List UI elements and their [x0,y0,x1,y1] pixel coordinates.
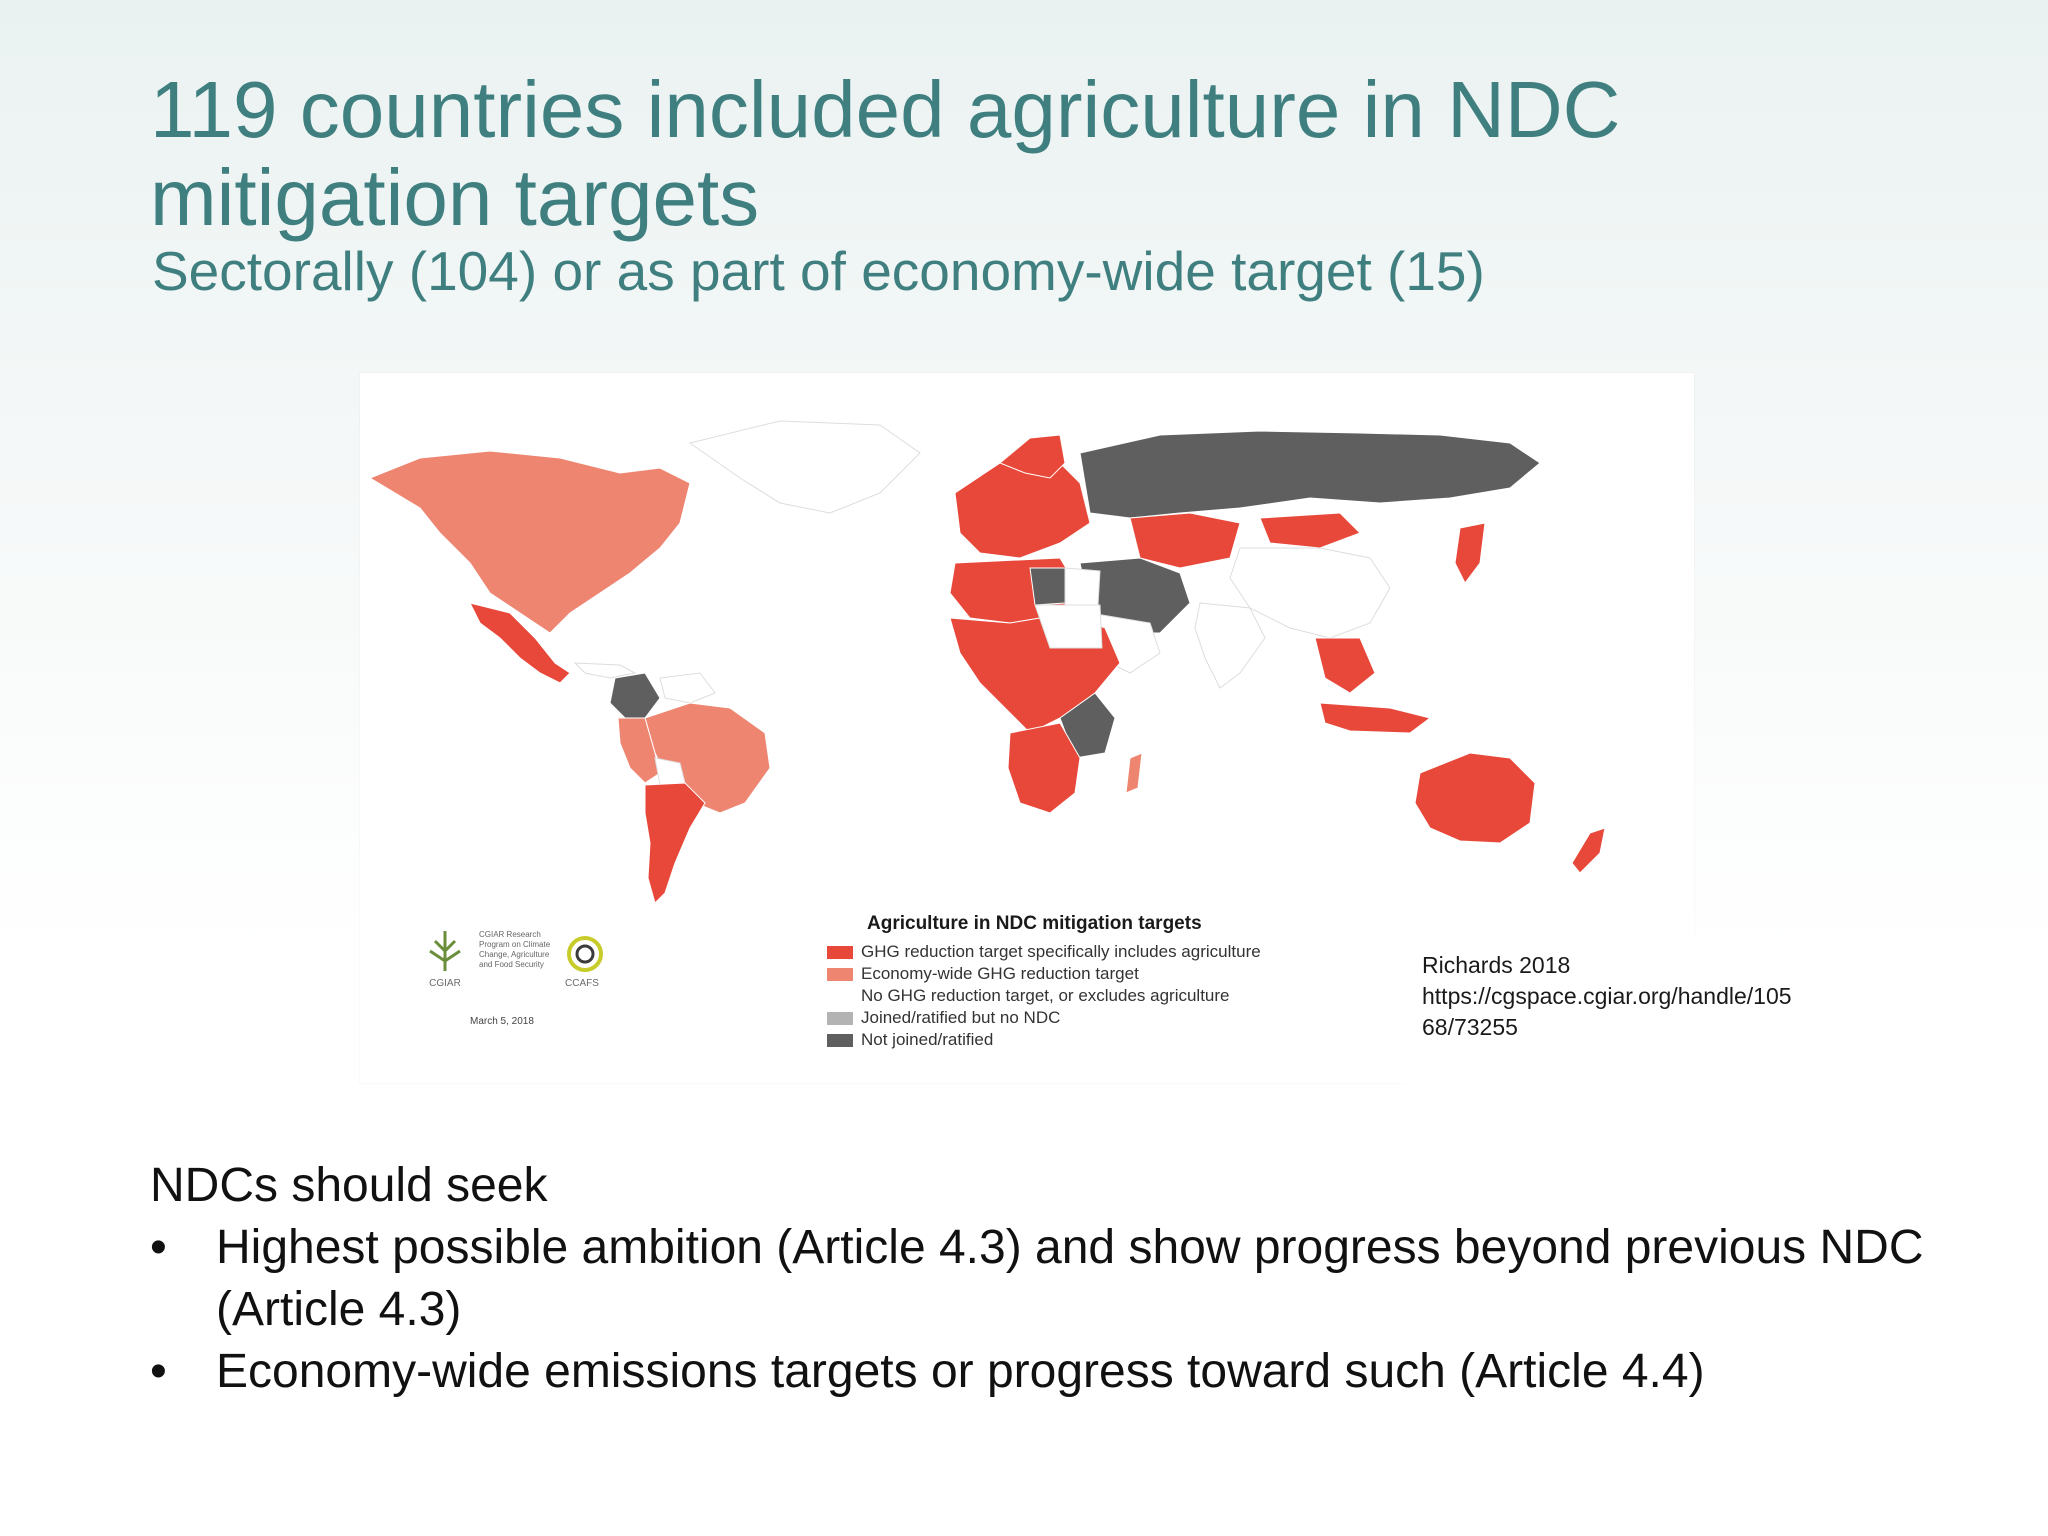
bullet-item: • Economy-wide emissions targets or prog… [150,1341,1950,1403]
world-map [368,420,1606,904]
legend-swatch [827,945,853,959]
body-text: NDCs should seek • Highest possible ambi… [150,1155,1950,1403]
map-region-kazakhstan [1129,512,1241,569]
map-region-egypt [1064,567,1101,606]
legend-title: Agriculture in NDC mitigation targets [867,913,1202,934]
map-region-southeast-asia [1314,637,1376,694]
map-region-madagascar [1125,752,1143,794]
ccafs-logo-icon [567,936,603,972]
map-region-venezuela [659,672,716,704]
citation-link-cont[interactable]: 68/73255 [1422,1014,1518,1040]
citation-link[interactable]: https://cgspace.cgiar.org/handle/105 [1422,983,1792,1009]
map-region-mexico [469,602,571,684]
map-region-new-zealand [1571,827,1606,874]
bullet-symbol: • [150,1345,167,1398]
bullet-text: Economy-wide emissions targets or progre… [216,1345,1705,1398]
legend-label: Joined/ratified but no NDC [861,1008,1061,1027]
legend-item: GHG reduction target specifically includ… [827,941,1347,963]
bullet-symbol: • [150,1221,167,1274]
ccafs-program-name: CGIAR Research Program on Climate Change… [479,930,551,969]
cgiar-label: CGIAR [429,978,461,989]
map-region-indonesia [1319,702,1432,734]
bullet-list: • Highest possible ambition (Article 4.3… [150,1217,1950,1403]
legend-item: No GHG reduction target, or excludes agr… [827,985,1347,1007]
legend-label: Not joined/ratified [861,1030,994,1049]
bullet-text: Highest possible ambition (Article 4.3) … [216,1221,1924,1336]
map-region-colombia [609,672,661,719]
map-region-argentina [644,782,706,904]
lead-text: NDCs should seek [150,1159,548,1212]
map-region-caribbean [573,662,637,679]
map-region-russia [1079,430,1541,519]
map-region-australia [1414,752,1536,844]
map-date: March 5, 2018 [470,1016,534,1027]
legend-label: Economy-wide GHG reduction target [861,964,1139,983]
ndc-map-figure: CGIAR CGIAR Research Program on Climate … [360,373,1694,1083]
ccafs-label: CCAFS [565,978,599,989]
citation-box: Richards 2018 https://cgspace.cgiar.org/… [1406,938,1876,1118]
map-region-japan [1454,522,1486,584]
legend-swatch [827,967,853,981]
cgiar-logo-icon [429,931,461,971]
map-legend: Agriculture in NDC mitigation targets GH… [827,913,1347,1051]
citation-author: Richards 2018 [1422,952,1571,978]
map-region-greenland [688,420,921,514]
legend-swatch [827,1011,853,1025]
logo-block: CGIAR CGIAR Research Program on Climate … [415,926,635,1036]
map-region-china [1229,547,1391,639]
map-region-sudan [1034,604,1103,649]
legend-label: No GHG reduction target, or excludes agr… [861,986,1230,1005]
legend-item: Joined/ratified but no NDC [827,1007,1347,1029]
legend-swatch [827,989,853,1003]
slide-subtitle: Sectorally (104) or as part of economy-w… [152,240,1485,302]
legend-item: Not joined/ratified [827,1029,1347,1051]
map-region-libya [1029,567,1066,606]
map-region-southern-africa [1007,722,1081,814]
legend-label: GHG reduction target specifically includ… [861,942,1261,961]
bullet-item: • Highest possible ambition (Article 4.3… [150,1217,1950,1341]
map-region-india [1194,602,1266,689]
map-region-mongolia [1259,512,1361,549]
legend-swatch [827,1033,853,1047]
slide-title: 119 countries included agriculture in ND… [150,65,1621,242]
map-region-scandinavia [999,434,1066,479]
map-region-north-america [368,450,691,634]
map-region-peru [617,717,661,784]
legend-item: Economy-wide GHG reduction target [827,963,1347,985]
